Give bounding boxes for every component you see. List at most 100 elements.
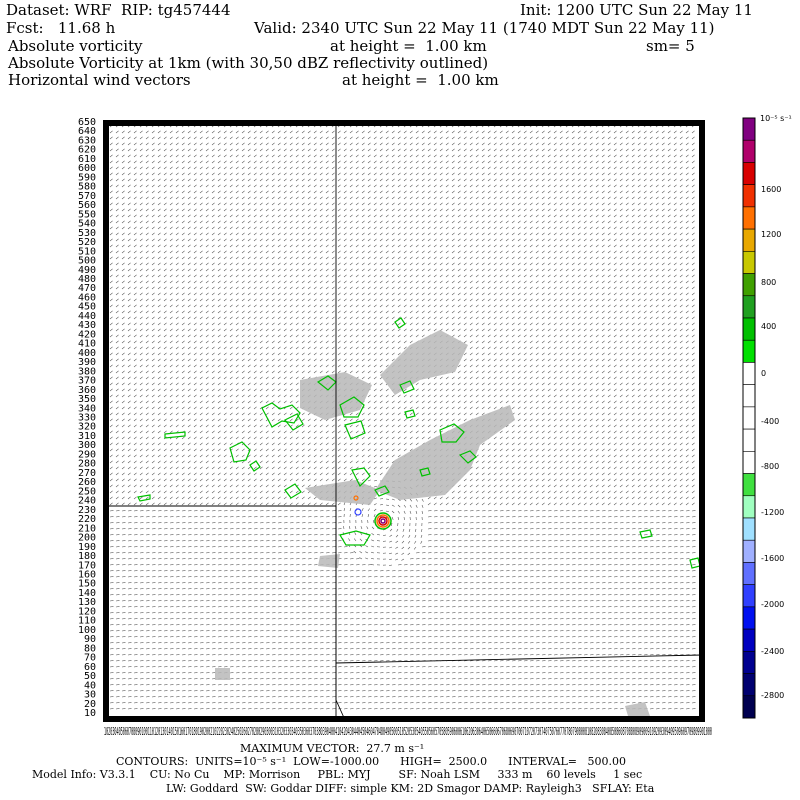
colorbar-label: 800 xyxy=(761,278,776,287)
colorbar-swatch xyxy=(742,673,756,697)
y-tick-label: 140 xyxy=(78,588,96,599)
y-tick-label: 480 xyxy=(78,274,96,285)
y-tick-label: 320 xyxy=(78,422,96,433)
y-tick-label: 150 xyxy=(78,579,96,590)
colorbar-label: 400 xyxy=(761,322,776,331)
x-axis-tick-labels: 1020304050607080901001101201301401501601… xyxy=(104,725,712,738)
colorbar-label: -1200 xyxy=(761,508,784,517)
colorbar-swatch xyxy=(742,362,756,385)
y-tick-label: 180 xyxy=(78,551,96,562)
colorbar-swatch xyxy=(742,651,756,674)
y-tick-label: 80 xyxy=(84,643,96,654)
maximum-vector-label: MAXIMUM VECTOR: 27.7 m s⁻¹ xyxy=(240,742,425,755)
y-tick-label: 160 xyxy=(78,569,96,580)
y-tick-label: 510 xyxy=(78,246,96,257)
colorbar-swatch xyxy=(742,406,756,430)
y-tick-label: 430 xyxy=(78,320,96,331)
y-tick-label: 210 xyxy=(78,523,96,534)
colorbar-label: 1200 xyxy=(761,230,781,239)
field1-height: at height = 1.00 km xyxy=(330,37,487,55)
model-physics-label: LW: Goddard SW: Goddar DIFF: simple KM: … xyxy=(166,782,655,795)
colorbar-swatch xyxy=(742,517,756,541)
colorbar-swatch xyxy=(742,273,756,297)
colorbar-label: -1600 xyxy=(761,554,784,563)
field3-title: Horizontal wind vectors xyxy=(8,71,191,89)
colorbar-swatch xyxy=(742,228,756,252)
colorbar-label: -2400 xyxy=(761,647,784,656)
colorbar-swatch xyxy=(742,184,756,208)
colorbar-swatch xyxy=(742,295,756,319)
y-tick-label: 550 xyxy=(78,209,96,220)
colorbar-label: -800 xyxy=(761,462,779,471)
y-tick-label: 490 xyxy=(78,265,96,276)
y-tick-label: 650 xyxy=(78,117,96,128)
y-tick-label: 350 xyxy=(78,394,96,405)
y-tick-label: 340 xyxy=(78,403,96,414)
y-tick-label: 370 xyxy=(78,376,96,387)
field3-height: at height = 1.00 km xyxy=(342,71,499,89)
y-tick-label: 120 xyxy=(78,606,96,617)
colorbar-swatches xyxy=(742,117,756,719)
y-tick-label: 540 xyxy=(78,219,96,230)
y-tick-label: 400 xyxy=(78,348,96,359)
y-tick-label: 200 xyxy=(78,533,96,544)
y-tick-label: 300 xyxy=(78,440,96,451)
dataset-label: Dataset: WRF RIP: tg457444 xyxy=(6,1,231,19)
y-tick-label: 130 xyxy=(78,597,96,608)
model-info-label: Model Info: V3.3.1 CU: No Cu MP: Morriso… xyxy=(32,768,643,781)
colorbar-swatch xyxy=(742,384,756,408)
y-tick-label: 530 xyxy=(78,228,96,239)
y-tick-label: 280 xyxy=(78,459,96,470)
init-time-label: Init: 1200 UTC Sun 22 May 11 xyxy=(520,1,753,19)
y-tick-label: 410 xyxy=(78,339,96,350)
y-tick-label: 110 xyxy=(78,616,96,627)
y-tick-label: 190 xyxy=(78,542,96,553)
colorbar-swatch xyxy=(742,206,756,230)
y-tick-label: 570 xyxy=(78,191,96,202)
colorbar-swatch xyxy=(742,428,756,452)
colorbar-swatch xyxy=(742,539,756,563)
y-tick-label: 640 xyxy=(78,126,96,137)
y-tick-label: 30 xyxy=(84,690,96,701)
y-tick-label: 220 xyxy=(78,514,96,525)
colorbar-frame xyxy=(742,117,756,719)
y-tick-label: 560 xyxy=(78,200,96,211)
y-tick-label: 240 xyxy=(78,496,96,507)
y-tick-label: 470 xyxy=(78,283,96,294)
y-tick-label: 250 xyxy=(78,486,96,497)
colorbar-swatch xyxy=(742,162,756,185)
y-tick-label: 290 xyxy=(78,449,96,460)
y-tick-label: 70 xyxy=(84,653,96,664)
field2-title: Absolute Vorticity at 1km (with 30,50 dB… xyxy=(8,54,489,72)
y-tick-label: 60 xyxy=(84,662,96,673)
colorbar-swatch xyxy=(742,606,756,630)
colorbar-label: -2800 xyxy=(761,691,784,700)
y-tick-label: 270 xyxy=(78,468,96,479)
y-tick-label: 620 xyxy=(78,145,96,156)
colorbar-swatch xyxy=(742,317,756,341)
y-tick-label: 590 xyxy=(78,172,96,183)
y-tick-label: 380 xyxy=(78,366,96,377)
colorbar-swatch xyxy=(742,473,756,497)
y-tick-label: 610 xyxy=(78,154,96,165)
colorbar-swatch xyxy=(742,495,756,519)
y-tick-label: 450 xyxy=(78,302,96,313)
y-tick-label: 20 xyxy=(84,699,96,710)
colorbar-swatch xyxy=(742,695,756,719)
y-tick-label: 90 xyxy=(84,634,96,645)
y-tick-label: 520 xyxy=(78,237,96,248)
y-tick-label: 580 xyxy=(78,182,96,193)
smoothing-label: sm= 5 xyxy=(646,37,695,55)
y-tick-label: 40 xyxy=(84,680,96,691)
vorticity-green-contours xyxy=(137,317,701,569)
y-tick-label: 420 xyxy=(78,329,96,340)
y-tick-label: 170 xyxy=(78,560,96,571)
colorbar-swatch xyxy=(742,251,756,274)
contour-info-label: CONTOURS: UNITS=10⁻⁵ s⁻¹ LOW=-1000.00 HI… xyxy=(116,755,626,768)
y-tick-label: 260 xyxy=(78,477,96,488)
y-tick-label: 100 xyxy=(78,625,96,636)
y-tick-label: 630 xyxy=(78,135,96,146)
y-axis-tick-labels: 6506406306206106005905805705605505405305… xyxy=(78,117,96,719)
reflectivity-30dbz-shading xyxy=(215,330,650,716)
